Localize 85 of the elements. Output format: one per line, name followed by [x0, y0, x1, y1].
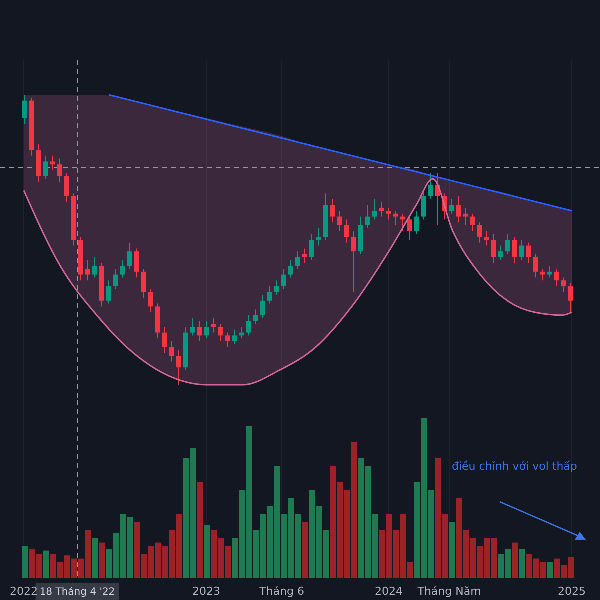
candlestick [218, 324, 224, 342]
candlestick [64, 172, 70, 203]
candlestick [478, 222, 482, 244]
candlestick [274, 280, 280, 296]
candlestick [380, 202, 384, 218]
candlestick [562, 277, 566, 293]
candlestick [554, 268, 560, 287]
candlestick [456, 196, 462, 224]
candlestick [540, 268, 546, 282]
candlestick [282, 268, 286, 290]
candlestick [44, 155, 48, 180]
candlestick [246, 314, 252, 336]
annotation: điều chỉnh với vol thấp [452, 460, 578, 473]
candlestick [484, 230, 490, 246]
bar [547, 562, 553, 578]
candlestick [134, 248, 140, 278]
bar [92, 538, 98, 578]
candlestick [260, 294, 266, 319]
candlestick [408, 216, 412, 240]
candlestick [414, 210, 420, 235]
candlestick [176, 350, 182, 386]
candlestick [142, 268, 146, 298]
x-tick-label: 2023 [192, 585, 220, 598]
candlestick [114, 268, 118, 290]
candlestick [366, 204, 370, 229]
candlestick [302, 248, 308, 264]
candlestick [128, 242, 132, 270]
candlestick [386, 208, 392, 220]
candlestick [226, 332, 230, 348]
candlestick [120, 260, 126, 278]
bar [204, 525, 210, 578]
candlestick [422, 190, 426, 220]
x-tick-label: Tháng 6 [258, 585, 304, 598]
candlestick [58, 158, 62, 182]
candlestick [548, 266, 552, 278]
candlestick [428, 172, 434, 200]
candlestick [254, 309, 258, 325]
candlestick [338, 210, 342, 232]
x-tick-label: 2025 [558, 585, 586, 598]
candlestick [50, 155, 56, 171]
candlestick [520, 240, 524, 261]
candlestick [526, 242, 532, 264]
candlestick [372, 198, 378, 220]
bar [99, 542, 105, 578]
candlestick [92, 256, 98, 278]
ref-line-label: 18 Tháng 4 '22 [40, 587, 116, 598]
bar [519, 549, 525, 578]
candlestick [106, 280, 112, 304]
bar [302, 522, 308, 578]
candlestick [352, 230, 356, 293]
candlestick [344, 219, 350, 244]
candlestick [394, 210, 398, 226]
candlestick [86, 260, 90, 282]
candlestick [498, 245, 504, 261]
candlestick [492, 234, 496, 264]
bar [43, 550, 49, 578]
candlestick [190, 318, 196, 336]
candlestick [512, 236, 518, 264]
candlestick [170, 341, 174, 362]
candlestick [534, 254, 538, 278]
candlestick [198, 320, 202, 342]
candlestick [330, 198, 336, 224]
candlestick [268, 286, 272, 304]
candlestick [148, 288, 154, 313]
candlestick [204, 320, 210, 340]
bar [197, 482, 203, 578]
x-tick-label: Tháng Năm [416, 585, 482, 598]
candlestick [316, 228, 322, 246]
candlestick [162, 326, 168, 354]
bar [22, 546, 28, 578]
candlestick [232, 329, 238, 345]
bar [449, 522, 455, 578]
candlestick [288, 260, 294, 278]
candlestick [310, 234, 314, 261]
candlestick [464, 208, 468, 226]
candlestick [450, 198, 454, 214]
candlestick [506, 234, 510, 255]
x-tick-label: 2022 [10, 585, 38, 598]
candlestick [296, 251, 300, 270]
candlestick [212, 318, 216, 334]
candlestick [470, 213, 476, 232]
x-tick-label: 2024 [375, 585, 403, 598]
candlestick [568, 283, 574, 313]
candlestick [22, 94, 28, 124]
bar [512, 542, 518, 578]
